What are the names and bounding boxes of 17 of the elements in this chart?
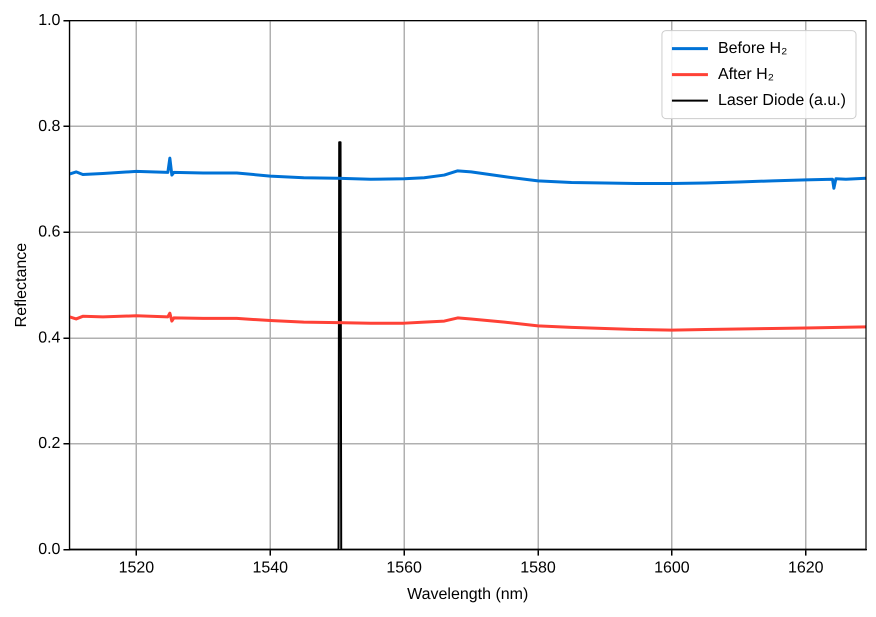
y-tick-label: 0.2: [38, 435, 61, 452]
x-tick-label: 1540: [252, 560, 288, 577]
x-tick-label: 1600: [654, 560, 690, 577]
legend-label: Laser Diode (a.u.): [718, 92, 846, 110]
x-tick-label: 1520: [118, 560, 154, 577]
x-tick-label: 1580: [520, 560, 556, 577]
y-axis-title: Reflectance: [13, 242, 30, 328]
y-tick-label: 0.6: [38, 224, 61, 241]
x-tick-label: 1560: [386, 560, 422, 577]
y-tick-label: 1.0: [38, 12, 61, 30]
y-tick-label: 0.4: [38, 329, 61, 346]
x-tick-label: 1620: [788, 560, 824, 577]
legend-label: After H₂: [718, 66, 774, 84]
legend-label: Before H₂: [718, 40, 788, 58]
x-axis-title: Wavelength (nm): [407, 586, 528, 603]
y-tick-label: 0.8: [38, 118, 61, 135]
y-tick-label: 0.0: [38, 541, 61, 558]
